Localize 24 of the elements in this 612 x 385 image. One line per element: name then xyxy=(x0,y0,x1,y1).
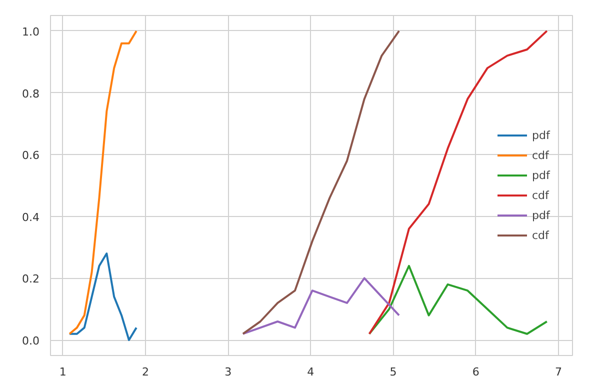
legend-label: cdf xyxy=(532,148,550,162)
line-series xyxy=(68,252,138,342)
y-tick-label: 0.2 xyxy=(22,272,40,286)
x-tick-label: 3 xyxy=(224,366,232,378)
line-series xyxy=(242,277,400,335)
x-tick-label: 7 xyxy=(554,366,562,378)
legend-label: pdf xyxy=(532,128,552,142)
x-tick-label: 1 xyxy=(59,366,66,378)
legend-label: cdf xyxy=(532,188,550,202)
line-series xyxy=(242,30,400,335)
x-tick-label: 5 xyxy=(390,366,397,378)
legend-label: cdf xyxy=(532,228,550,242)
y-tick-label: 0.4 xyxy=(22,210,40,224)
x-tick-label: 6 xyxy=(472,366,480,378)
y-tick-label: 0.8 xyxy=(22,87,40,100)
x-tick-label: 4 xyxy=(307,366,314,378)
legend-label: pdf xyxy=(532,168,552,182)
y-tick-label: 0.6 xyxy=(22,149,40,162)
y-tick-label: 1.0 xyxy=(22,25,40,38)
line-series xyxy=(368,264,548,335)
legend-label: pdf xyxy=(532,208,552,222)
line-series xyxy=(68,30,138,335)
x-tick-label: 2 xyxy=(142,366,149,378)
y-tick-label: 0.0 xyxy=(22,334,40,348)
